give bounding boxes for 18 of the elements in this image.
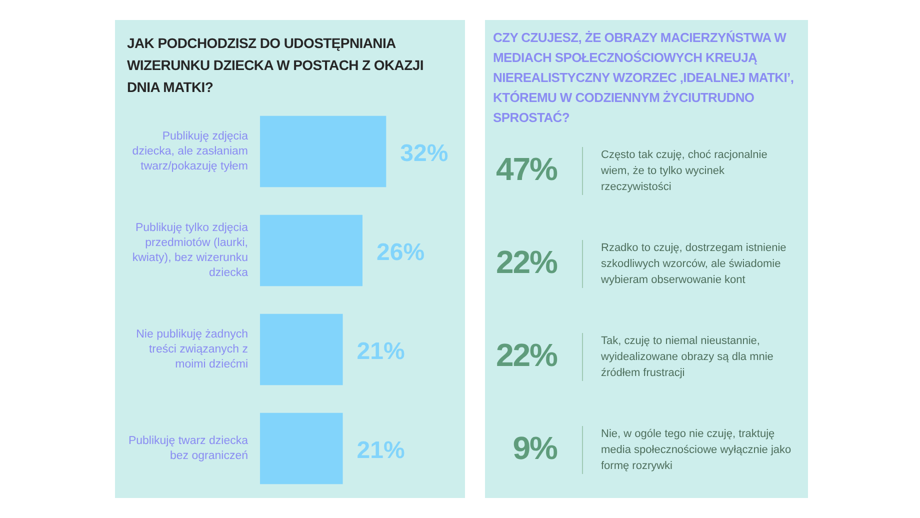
category-label: Rzadko to czuję, dostrzegam istnienie szkodliwych wzorców, ale świadomie wybieram obserwowanie kont (582, 240, 796, 288)
category-label: Publikuję tylko zdjęcia przedmiotów (laurki, kwiaty), bez wizerunku dziecka (132, 222, 248, 280)
category-label: Publikuję zdjęcia dziecka, ale zasłaniam twarz/pokazuję tyłem (132, 130, 248, 173)
data-label: 26% (376, 239, 425, 266)
text: JAK PODCHODZISZ DO UDOSTĘPNIANIA WIZERUNKU DZIECKA W POSTACH Z OKAZJI DNIA MATKI? (127, 34, 424, 97)
data-label: 21% (356, 437, 405, 464)
data-label: 9% (512, 430, 557, 467)
data-label: 21% (356, 338, 405, 366)
data-label: 22% (494, 244, 557, 281)
category-label: Publikuję twarz dziecka bez ograniczeń (128, 435, 248, 462)
category-label: Nie, w ogóle tego nie czuję, traktuję media społecznościowe wyłącznie jako formę rozrywki (582, 426, 796, 474)
text: CZY CZUJESZ, ŻE OBRAZY MACIERZYŃSTWA W MEDIACH SPOŁECZNOŚCIOWYCH KREUJĄ NIEREALISTYCZNY WZORZEC ‚IDEALNEJ MATKI’, KTÓREMU W CODZIENNYM ŻYCIUTRUDNO SPROSTAĆ? (493, 29, 795, 127)
category-label: Często tak czuję, choć racjonalnie wiem, że to tylko wycinek rzeczywistości (582, 147, 796, 195)
data-label: 22% (494, 337, 557, 374)
category-label: Tak, czuję to niemal nieustannie, wyidealizowane obrazy są dla mnie źródłem frustracji (582, 333, 796, 381)
data-label: 32% (400, 140, 448, 168)
data-label: 47% (494, 151, 557, 188)
category-label: Nie publikuję żadnych treści związanych z moimi dziećmi (136, 328, 248, 371)
